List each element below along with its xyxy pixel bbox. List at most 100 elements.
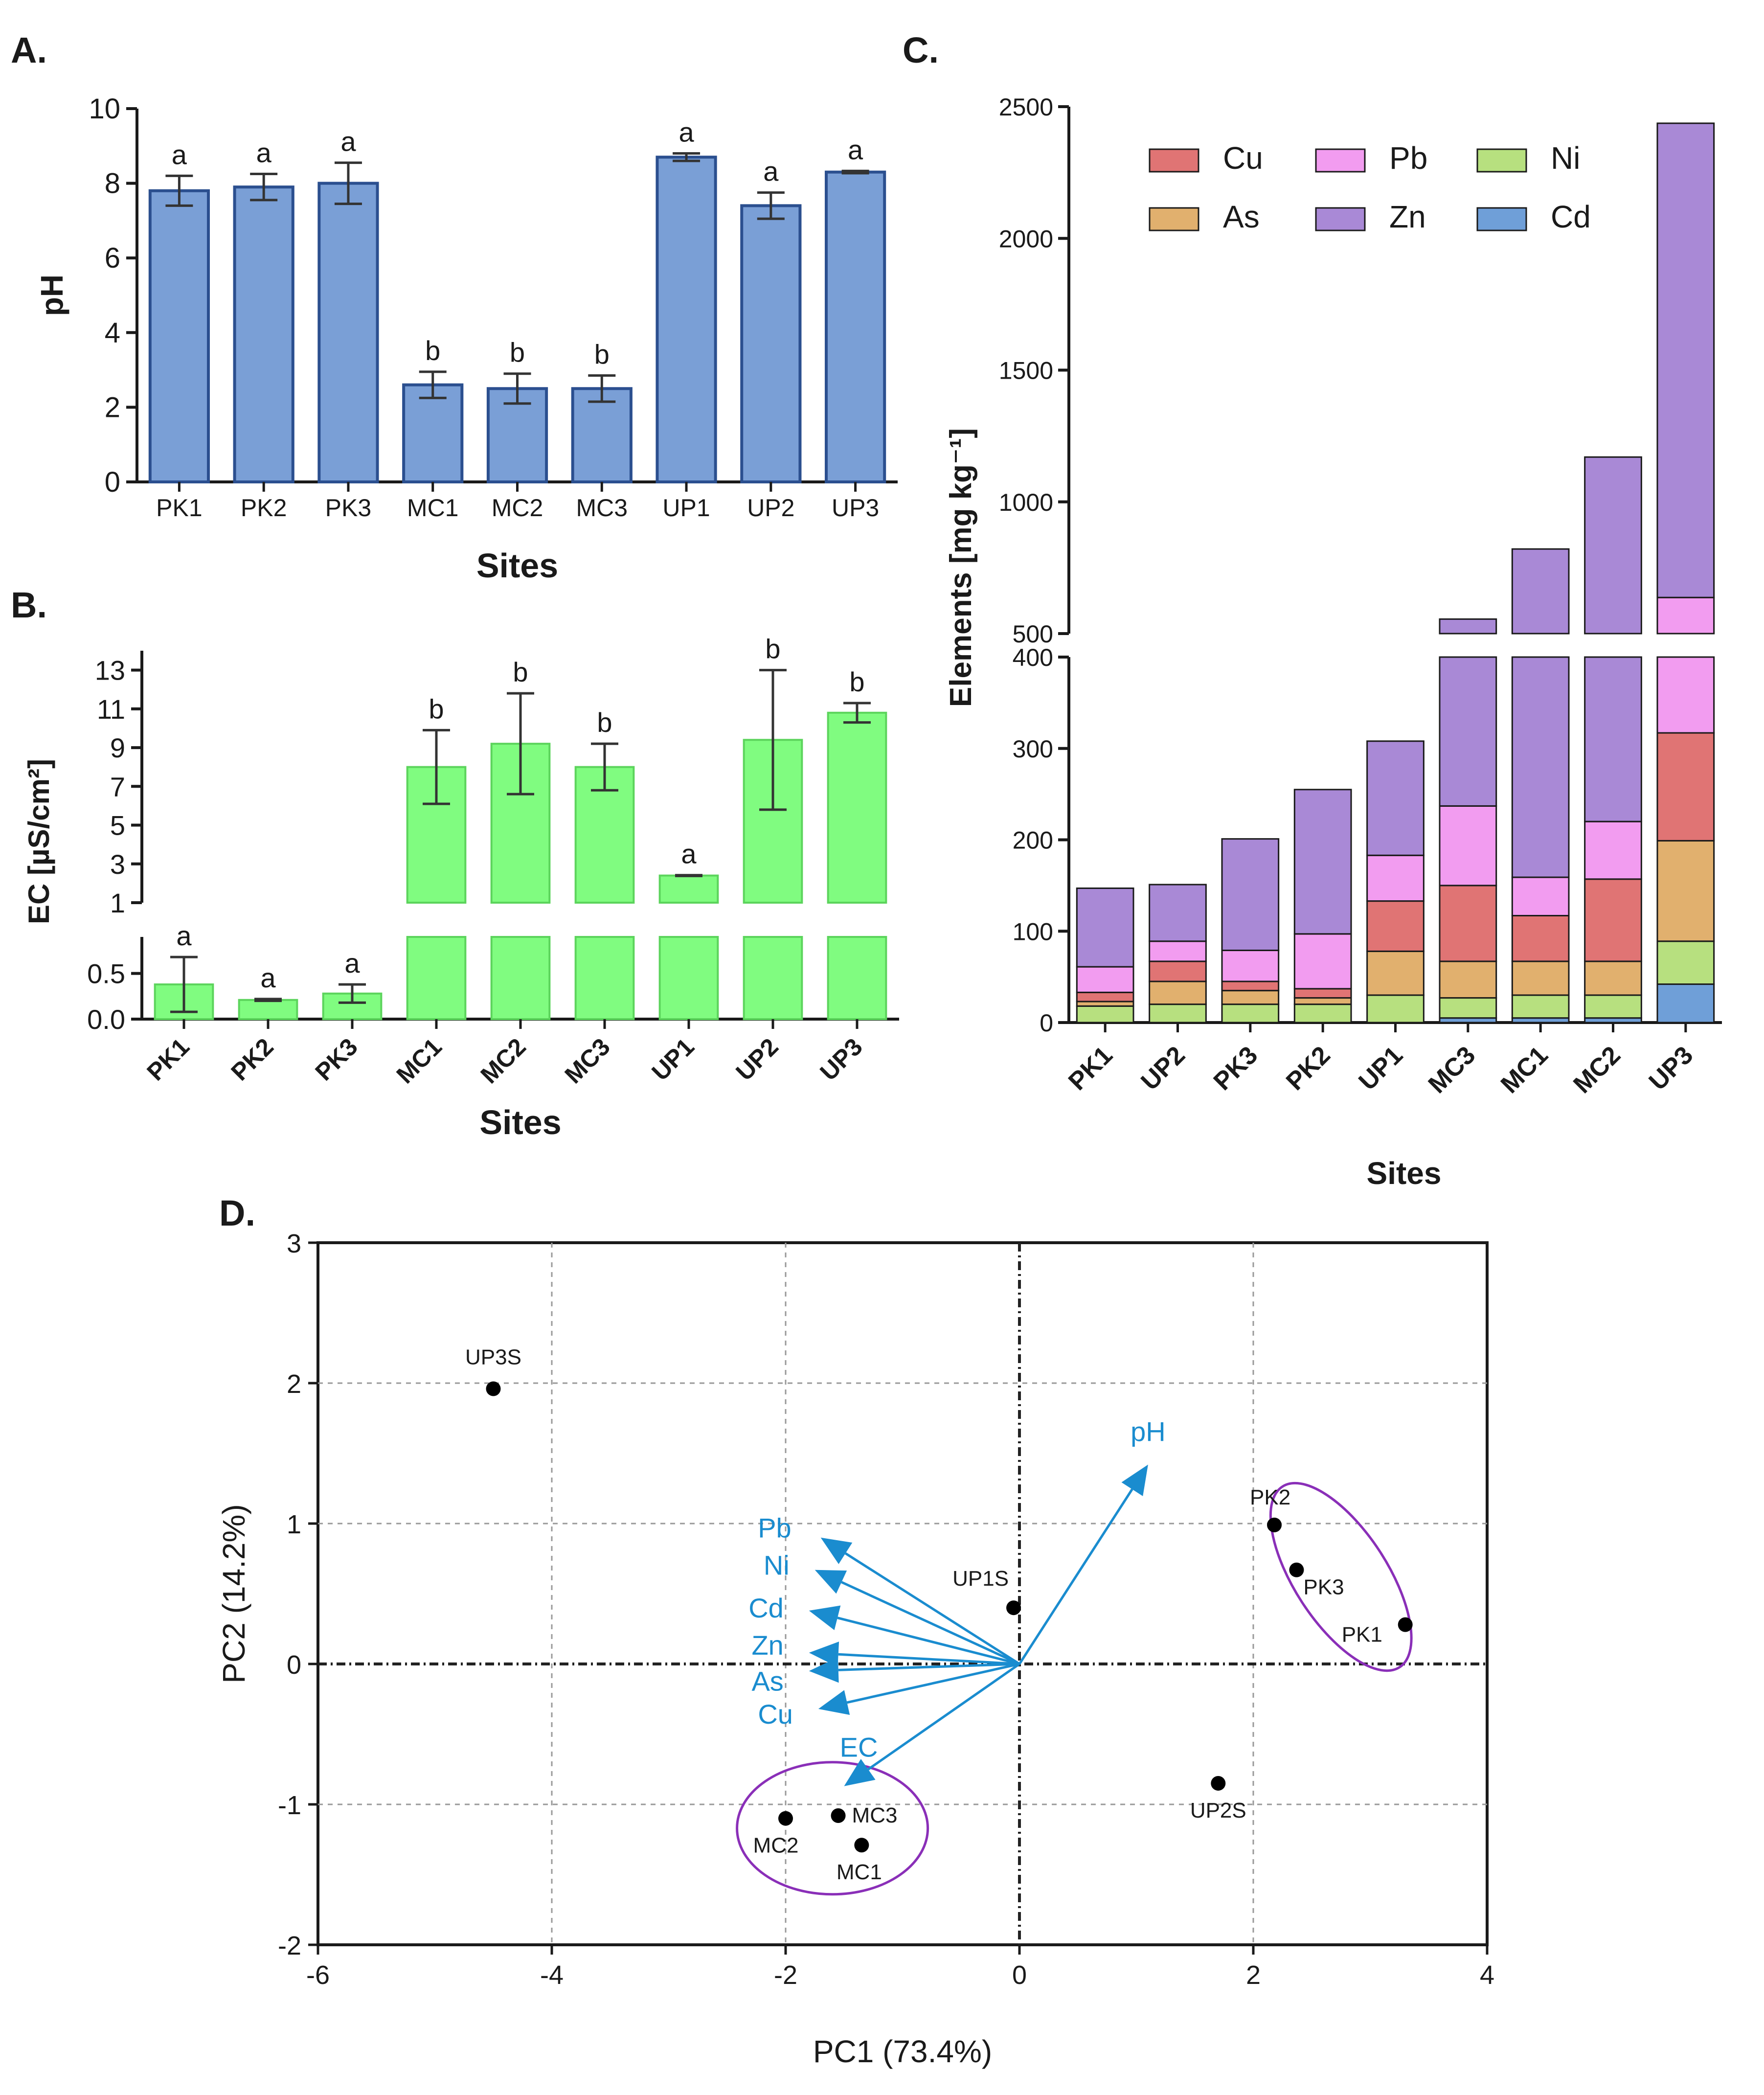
bar	[148, 189, 210, 483]
loading-arrow	[838, 1662, 1020, 1671]
y-tick-label: -2	[278, 1931, 301, 1960]
loading-arrow	[1018, 1488, 1133, 1665]
bar	[658, 874, 719, 904]
score-label: MC1	[837, 1860, 882, 1884]
significance-letter: a	[256, 137, 272, 168]
stacked-bar-segment-ni	[1584, 994, 1642, 1019]
bar	[238, 999, 298, 1021]
x-tick-label: PK2	[1281, 1041, 1336, 1096]
panel-a: A. 0 2 4 6 8 10 pH a PK1 a PK2 a PK3 b MC1 b MC2 b MC3 a UP1 a…	[11, 30, 898, 585]
x-tick-label: UP3	[1644, 1041, 1699, 1096]
legend-swatch-zn	[1315, 207, 1366, 231]
bar-lower-segment	[406, 936, 467, 1020]
cluster-ellipse-pk	[1269, 1481, 1413, 1672]
y-tick-label: 2	[287, 1369, 301, 1399]
x-tick-label: MC3	[1423, 1041, 1481, 1099]
significance-letter: a	[678, 117, 694, 148]
stacked-bar-segment-zn	[1293, 789, 1352, 935]
y-tick-label: 300	[1013, 735, 1053, 763]
legend-label-pb: Pb	[1389, 140, 1427, 176]
score-label: UP3S	[465, 1345, 521, 1369]
legend-swatch-ni	[1476, 148, 1527, 173]
stacked-bar-segment-as	[1584, 960, 1642, 996]
y-tick-label: -1	[278, 1791, 301, 1820]
x-tick-label: UP2	[730, 1033, 783, 1086]
y-tick-label: 5	[110, 810, 125, 841]
significance-letter: b	[513, 657, 528, 687]
stacked-bar-segment-zn	[1656, 122, 1715, 598]
x-tick-label: UP3	[832, 494, 879, 522]
stacked-bar-segment-ni	[1076, 1005, 1134, 1024]
x-tick-label: 4	[1480, 1960, 1494, 1990]
y-tick-label: 3	[110, 849, 125, 880]
x-tick-label: MC2	[475, 1033, 531, 1089]
y-tick-label: 7	[110, 771, 125, 802]
axis-break-gap	[1065, 636, 1718, 655]
stacked-bar-segment-as	[1293, 997, 1352, 1005]
x-tick-label: 2	[1246, 1960, 1261, 1990]
x-tick-label: MC2	[492, 494, 543, 522]
stacked-bar-segment-ni	[1221, 1003, 1280, 1024]
x-tick-label: UP2	[1135, 1041, 1191, 1096]
y-tick-label: 2000	[999, 225, 1053, 252]
stacked-bar-segment-pb	[1511, 876, 1570, 917]
legend-label-cu: Cu	[1223, 140, 1263, 176]
score-point	[1398, 1617, 1413, 1632]
y-tick-label: 11	[97, 694, 125, 725]
stacked-bar-segment-zn	[1439, 618, 1497, 635]
significance-letter: b	[765, 634, 780, 664]
x-tick-label: PK1	[1063, 1041, 1118, 1096]
loading-label-as: As	[751, 1665, 783, 1696]
y-tick-label: 0	[1040, 1009, 1053, 1037]
loading-arrow	[838, 1653, 1020, 1665]
x-tick-label: PK2	[226, 1033, 278, 1086]
y-tick-label: 1	[110, 888, 125, 918]
y-tick-label: 1000	[999, 489, 1053, 516]
significance-letter: a	[681, 839, 697, 869]
loading-arrowhead	[818, 1690, 850, 1715]
stacked-bar-segment-pb	[1439, 805, 1497, 887]
stacked-bar-segment-as	[1221, 990, 1280, 1005]
y-tick-label: 10	[89, 93, 120, 125]
x-axis-label: Sites	[1367, 1156, 1442, 1191]
stacked-bar-segment-zn	[1511, 656, 1570, 878]
stacked-bar-segment-cu	[1221, 980, 1280, 992]
y-tick-label: 400	[1013, 644, 1053, 671]
stacked-bar-segment-pb	[1149, 940, 1207, 962]
significance-letter: a	[763, 156, 779, 187]
panel-label: C.	[903, 30, 939, 70]
bar	[827, 711, 887, 904]
y-tick-label: 0	[105, 466, 120, 498]
stacked-bar-segment-ni	[1366, 994, 1425, 1024]
loading-arrowhead	[814, 1570, 847, 1594]
stacked-bar-segment-zn	[1149, 884, 1207, 942]
x-axis-label: Sites	[479, 1103, 561, 1141]
x-tick-label: UP3	[814, 1033, 867, 1086]
legend-swatch-pb	[1315, 148, 1366, 173]
panel-d: D. -6 -4 -2 0 2 4 -2 -1 0 1 2 3 PC1 (73.4%) PC2 (14.2%…	[216, 1193, 1494, 2069]
y-tick-label: 3	[287, 1229, 301, 1258]
x-tick-label: PK1	[156, 494, 203, 522]
x-tick-label: PK2	[241, 494, 287, 522]
loading-label-ph: pH	[1131, 1416, 1166, 1447]
stacked-bar-segment-pb	[1076, 966, 1134, 993]
y-tick-label: 9	[110, 732, 125, 763]
cluster-ellipse-mc	[736, 1761, 929, 1896]
bar	[402, 383, 464, 483]
y-tick-label: 13	[95, 655, 125, 686]
significance-letter: b	[597, 707, 612, 738]
loading-arrowhead	[1121, 1464, 1148, 1496]
stacked-bar-segment-pb	[1584, 820, 1642, 880]
x-tick-label: MC2	[1568, 1041, 1626, 1099]
stacked-bar-segment-pb	[1293, 933, 1352, 990]
loading-arrow	[837, 1617, 1020, 1665]
x-tick-label: PK3	[310, 1033, 362, 1086]
stacked-bar-segment-ni	[1293, 1003, 1352, 1024]
y-tick-label: 1500	[999, 357, 1053, 385]
bar	[317, 182, 379, 484]
y-tick-label: 200	[1013, 827, 1053, 854]
significance-letter: a	[176, 920, 192, 951]
y-tick-label: 6	[105, 242, 120, 274]
legend-label-cd: Cd	[1551, 199, 1591, 234]
loading-arrowhead	[809, 1605, 841, 1630]
